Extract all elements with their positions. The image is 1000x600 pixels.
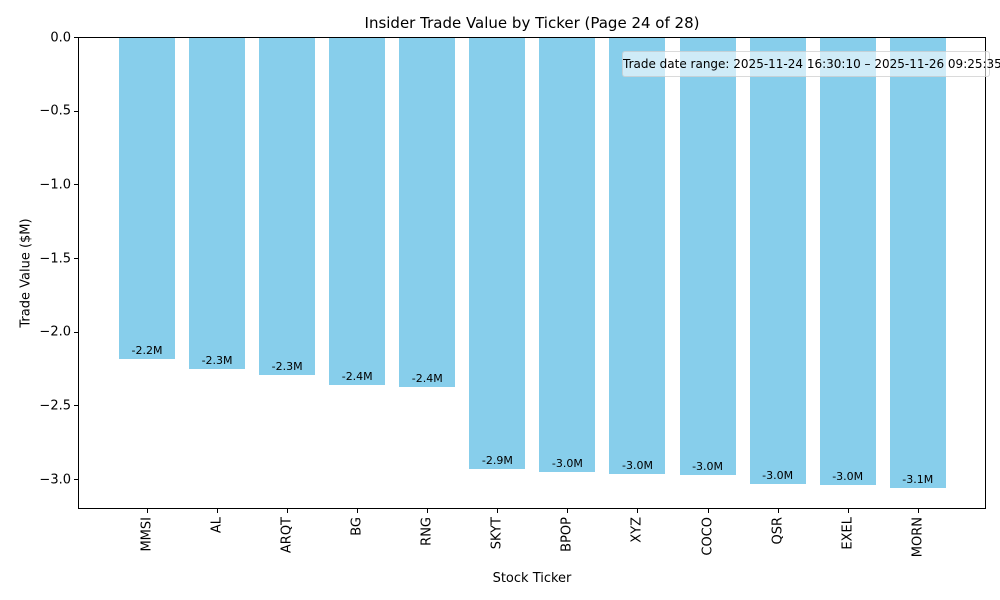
- x-tick-label: COCO: [700, 517, 716, 556]
- bar-al: [189, 37, 246, 370]
- x-tick-label: QSR: [770, 517, 786, 545]
- x-tick-label: RNG: [419, 517, 435, 546]
- x-tick-mark: [917, 509, 919, 513]
- x-tick-label: AL: [209, 517, 225, 534]
- bar-exel: [819, 37, 876, 486]
- x-tick-label: ARQT: [279, 517, 295, 554]
- x-tick-mark: [847, 509, 849, 513]
- x-tick-label: EXEL: [840, 517, 856, 550]
- bar-value-label: -3.0M: [762, 468, 794, 482]
- x-tick-label: BG: [349, 517, 365, 536]
- y-tick-mark: [74, 479, 78, 481]
- bar-arqt: [259, 37, 316, 375]
- x-tick-label: XYZ: [629, 517, 645, 543]
- bar-value-label: -2.4M: [411, 371, 443, 385]
- bar-qsr: [749, 37, 806, 484]
- bar-rng: [399, 37, 456, 387]
- y-tick-label: −2.0: [39, 324, 71, 340]
- x-tick-mark: [777, 509, 779, 513]
- y-tick-mark: [74, 110, 78, 112]
- bar-value-label: -2.2M: [131, 343, 163, 357]
- x-tick-mark: [567, 509, 569, 513]
- y-tick-label: −0.5: [39, 103, 71, 119]
- y-tick-label: −2.5: [39, 398, 71, 414]
- y-tick-label: −1.0: [39, 177, 71, 193]
- y-tick-mark: [74, 184, 78, 186]
- bar-coco: [679, 37, 736, 476]
- bar-value-label: -2.3M: [271, 359, 303, 373]
- x-tick-mark: [147, 509, 148, 513]
- y-tick-mark: [74, 405, 78, 407]
- y-tick-label: −3.0: [39, 472, 71, 488]
- bar-bg: [329, 37, 386, 386]
- bar-mmsi: [119, 37, 175, 359]
- x-tick-mark: [637, 509, 639, 513]
- y-tick-mark: [74, 37, 78, 38]
- bar-value-label: -3.0M: [832, 470, 864, 484]
- y-axis-label: Trade Value ($M): [18, 218, 34, 328]
- y-tick-mark: [74, 331, 78, 333]
- bar-value-label: -3.0M: [622, 458, 653, 472]
- x-tick-label: MORN: [910, 517, 926, 558]
- bar-xyz: [609, 37, 666, 474]
- x-tick-label: BPOP: [559, 517, 575, 552]
- x-tick-mark: [217, 509, 219, 513]
- y-tick-label: 0.0: [50, 30, 71, 45]
- x-axis-label: Stock Ticker: [492, 571, 572, 586]
- x-tick-mark: [427, 509, 429, 513]
- bar-skyt: [469, 37, 526, 470]
- x-tick-mark: [707, 509, 709, 513]
- chart-title: Insider Trade Value by Ticker (Page 24 o…: [364, 14, 700, 32]
- bar-value-label: -3.1M: [902, 473, 934, 487]
- x-tick-label: SKYT: [489, 517, 505, 550]
- bar-value-label: -2.9M: [481, 454, 513, 468]
- bar-value-label: -3.0M: [551, 457, 583, 471]
- y-tick-label: −1.5: [39, 251, 71, 267]
- y-tick-mark: [74, 258, 78, 260]
- bar-value-label: -2.3M: [201, 354, 233, 368]
- bar-bpop: [539, 37, 596, 473]
- annotation-box: Trade date range: 2025-11-24 16:30:10 – …: [622, 51, 1000, 77]
- bar-morn: [889, 37, 946, 489]
- x-tick-label: MMSI: [139, 517, 155, 552]
- annotation-text: Trade date range: 2025-11-24 16:30:10 – …: [623, 57, 1000, 71]
- bar-value-label: -3.0M: [692, 460, 724, 474]
- x-tick-mark: [287, 509, 289, 513]
- x-tick-mark: [497, 509, 499, 513]
- bar-value-label: -2.4M: [341, 370, 373, 384]
- x-tick-mark: [357, 509, 359, 513]
